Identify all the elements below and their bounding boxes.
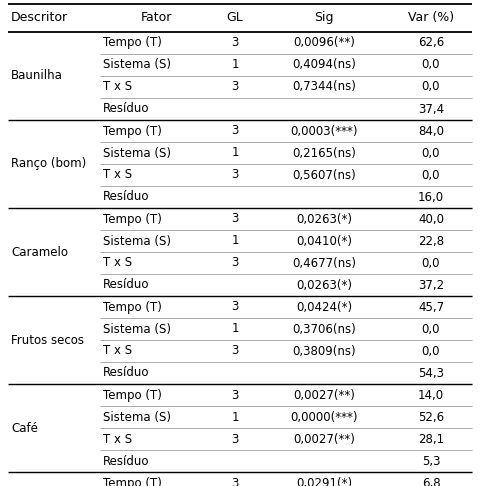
Text: 3: 3 — [231, 433, 239, 446]
Text: 84,0: 84,0 — [418, 124, 444, 138]
Text: Frutos secos: Frutos secos — [11, 333, 84, 347]
Text: Tempo (T): Tempo (T) — [103, 388, 162, 401]
Text: 3: 3 — [231, 124, 239, 138]
Text: 0,0: 0,0 — [422, 169, 440, 181]
Text: 0,0263(*): 0,0263(*) — [296, 278, 352, 292]
Text: 0,0: 0,0 — [422, 58, 440, 71]
Text: 0,0: 0,0 — [422, 345, 440, 358]
Text: 1: 1 — [231, 235, 239, 247]
Text: 0,0424(*): 0,0424(*) — [296, 300, 352, 313]
Text: Sistema (S): Sistema (S) — [103, 146, 171, 159]
Text: 0,5607(ns): 0,5607(ns) — [292, 169, 356, 181]
Text: 0,3809(ns): 0,3809(ns) — [292, 345, 356, 358]
Text: 0,4094(ns): 0,4094(ns) — [292, 58, 356, 71]
Text: Resíduo: Resíduo — [103, 278, 149, 292]
Text: Café: Café — [11, 421, 38, 434]
Text: 3: 3 — [231, 169, 239, 181]
Text: T x S: T x S — [103, 257, 132, 270]
Text: 1: 1 — [231, 146, 239, 159]
Text: 16,0: 16,0 — [418, 191, 444, 204]
Text: 3: 3 — [231, 36, 239, 50]
Text: 6,8: 6,8 — [422, 476, 440, 486]
Text: 3: 3 — [231, 257, 239, 270]
Text: 3: 3 — [231, 81, 239, 93]
Text: Resíduo: Resíduo — [103, 191, 149, 204]
Text: 0,0000(***): 0,0000(***) — [290, 411, 358, 423]
Text: 28,1: 28,1 — [418, 433, 444, 446]
Text: 1: 1 — [231, 411, 239, 423]
Text: Descritor: Descritor — [11, 12, 68, 24]
Text: 40,0: 40,0 — [418, 212, 444, 226]
Text: 0,4677(ns): 0,4677(ns) — [292, 257, 356, 270]
Text: Sistema (S): Sistema (S) — [103, 411, 171, 423]
Text: Fator: Fator — [140, 12, 172, 24]
Text: Resíduo: Resíduo — [103, 366, 149, 380]
Text: Tempo (T): Tempo (T) — [103, 124, 162, 138]
Text: Sistema (S): Sistema (S) — [103, 323, 171, 335]
Text: Baunilha: Baunilha — [11, 69, 63, 83]
Text: 1: 1 — [231, 58, 239, 71]
Text: 3: 3 — [231, 476, 239, 486]
Text: 3: 3 — [231, 300, 239, 313]
Text: Resíduo: Resíduo — [103, 454, 149, 468]
Text: 5,3: 5,3 — [422, 454, 440, 468]
Text: 22,8: 22,8 — [418, 235, 444, 247]
Text: 0,0096(**): 0,0096(**) — [293, 36, 355, 50]
Text: Tempo (T): Tempo (T) — [103, 300, 162, 313]
Text: 0,0410(*): 0,0410(*) — [296, 235, 352, 247]
Text: 0,0291(*): 0,0291(*) — [296, 476, 352, 486]
Text: 45,7: 45,7 — [418, 300, 444, 313]
Text: T x S: T x S — [103, 433, 132, 446]
Text: Tempo (T): Tempo (T) — [103, 36, 162, 50]
Text: 0,0: 0,0 — [422, 323, 440, 335]
Text: 52,6: 52,6 — [418, 411, 444, 423]
Text: Var (%): Var (%) — [408, 12, 454, 24]
Text: Tempo (T): Tempo (T) — [103, 476, 162, 486]
Text: GL: GL — [227, 12, 243, 24]
Text: 1: 1 — [231, 323, 239, 335]
Text: Sistema (S): Sistema (S) — [103, 235, 171, 247]
Text: 37,2: 37,2 — [418, 278, 444, 292]
Text: T x S: T x S — [103, 345, 132, 358]
Text: 0,0: 0,0 — [422, 257, 440, 270]
Text: 0,0027(**): 0,0027(**) — [293, 388, 355, 401]
Text: 0,7344(ns): 0,7344(ns) — [292, 81, 356, 93]
Text: 62,6: 62,6 — [418, 36, 444, 50]
Text: 3: 3 — [231, 388, 239, 401]
Text: 14,0: 14,0 — [418, 388, 444, 401]
Text: 54,3: 54,3 — [418, 366, 444, 380]
Text: 3: 3 — [231, 345, 239, 358]
Text: Sig: Sig — [314, 12, 334, 24]
Text: 0,3706(ns): 0,3706(ns) — [292, 323, 356, 335]
Text: Resíduo: Resíduo — [103, 103, 149, 116]
Text: 0,0003(***): 0,0003(***) — [290, 124, 358, 138]
Text: Tempo (T): Tempo (T) — [103, 212, 162, 226]
Text: 0,0: 0,0 — [422, 146, 440, 159]
Text: T x S: T x S — [103, 81, 132, 93]
Text: Caramelo: Caramelo — [11, 245, 68, 259]
Text: Ranço (bom): Ranço (bom) — [11, 157, 86, 171]
Text: 0,0: 0,0 — [422, 81, 440, 93]
Text: 0,0027(**): 0,0027(**) — [293, 433, 355, 446]
Text: 0,0263(*): 0,0263(*) — [296, 212, 352, 226]
Text: T x S: T x S — [103, 169, 132, 181]
Text: 0,2165(ns): 0,2165(ns) — [292, 146, 356, 159]
Text: Sistema (S): Sistema (S) — [103, 58, 171, 71]
Text: 37,4: 37,4 — [418, 103, 444, 116]
Text: 3: 3 — [231, 212, 239, 226]
